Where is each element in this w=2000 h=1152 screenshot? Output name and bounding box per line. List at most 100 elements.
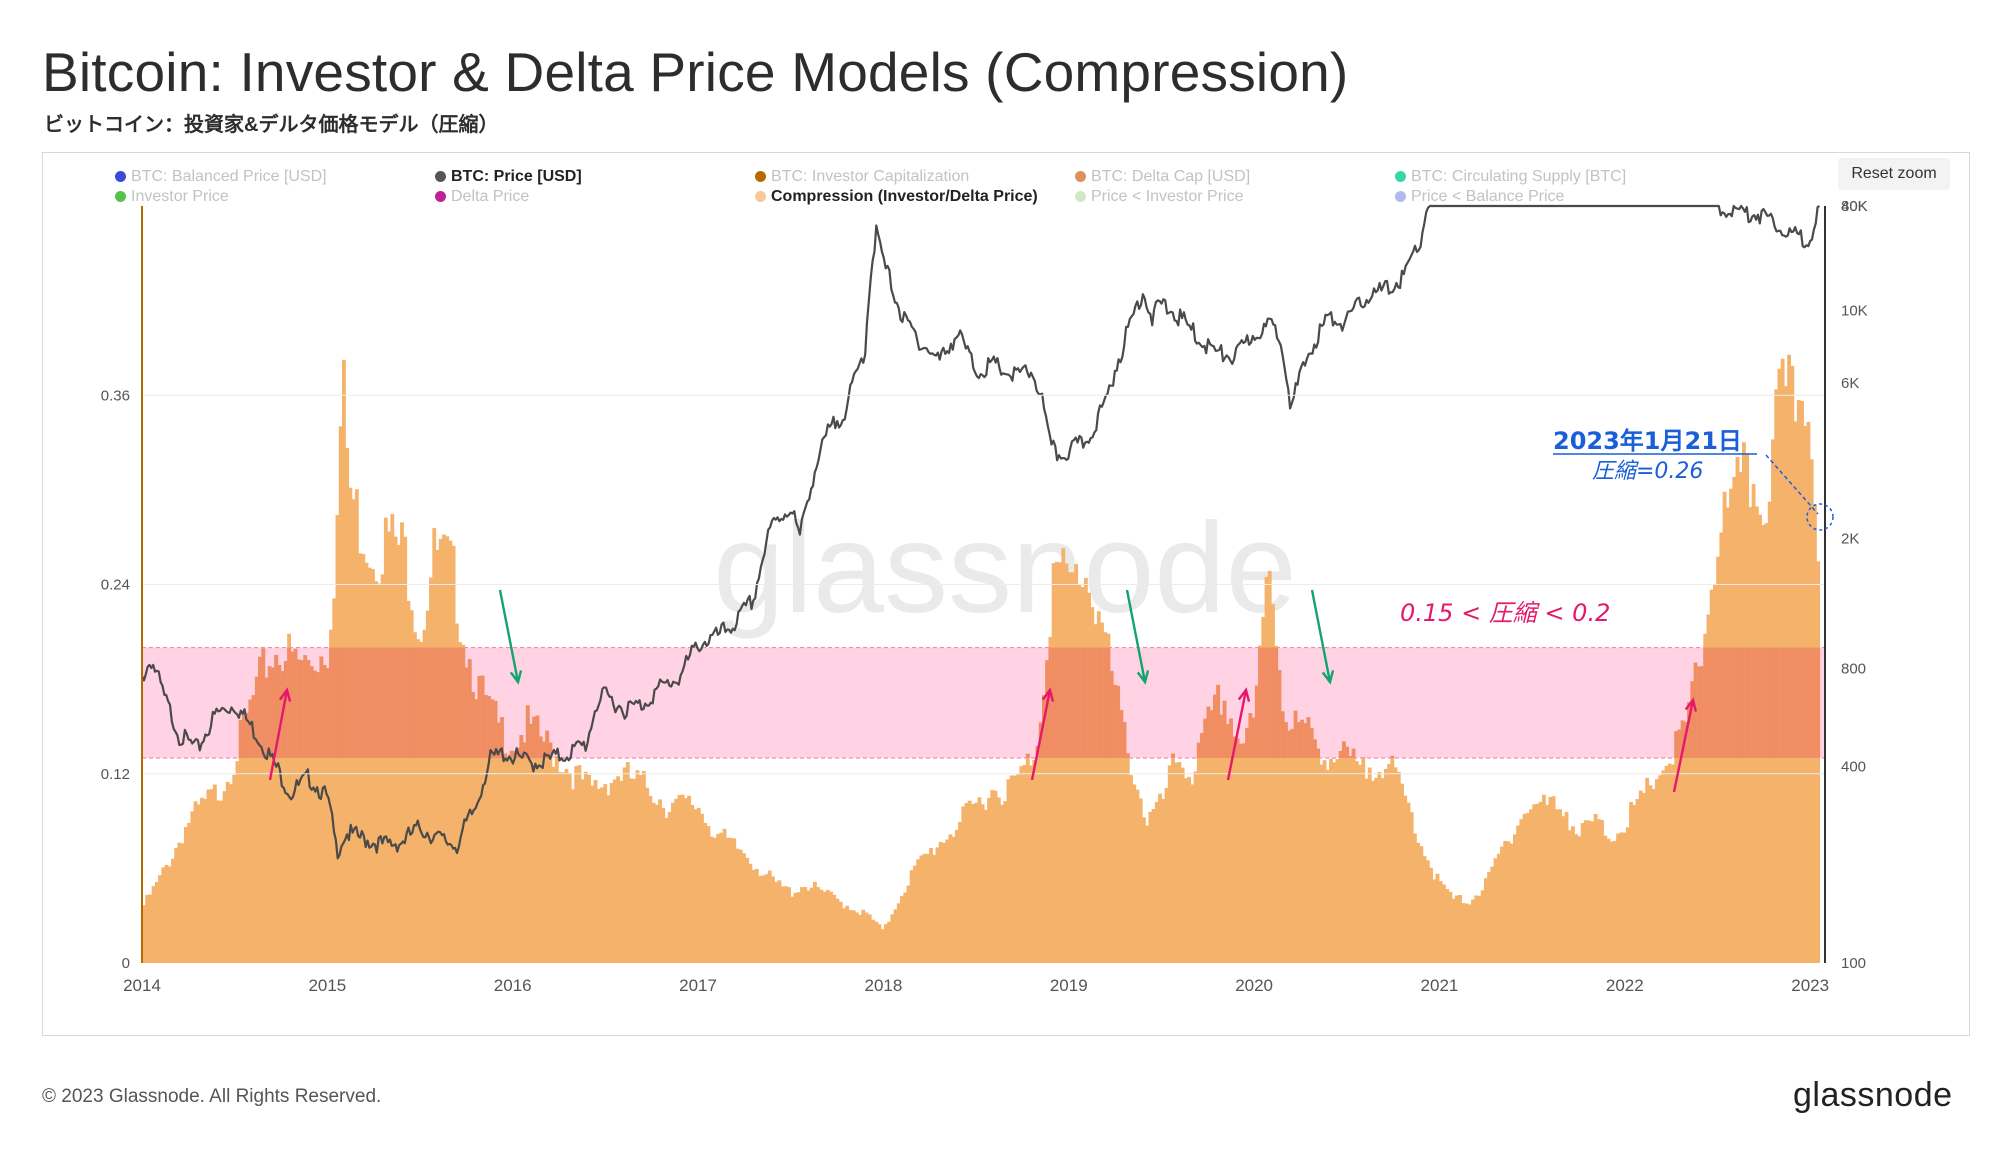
compression-bar-in-band bbox=[471, 692, 475, 758]
compression-bar bbox=[167, 866, 172, 963]
compression-bar bbox=[954, 829, 959, 963]
compression-bar-in-band bbox=[419, 647, 424, 758]
compression-bar bbox=[1232, 736, 1237, 963]
compression-bar-in-band bbox=[474, 699, 479, 758]
arrow-up-2014 bbox=[268, 687, 292, 781]
compression-bar-in-band bbox=[1238, 743, 1243, 758]
compression-bar bbox=[925, 853, 930, 963]
compression-bar bbox=[219, 800, 224, 963]
compression-bar bbox=[1071, 572, 1075, 963]
compression-bar bbox=[300, 660, 304, 963]
compression-bar bbox=[454, 623, 459, 963]
legend-label: BTC: Investor Capitalization bbox=[771, 168, 970, 185]
compression-bar bbox=[958, 821, 962, 963]
compression-bar bbox=[429, 577, 433, 963]
legend-marker bbox=[755, 171, 766, 182]
compression-bar bbox=[1703, 633, 1708, 963]
compression-bar bbox=[293, 648, 298, 963]
legend-item[interactable]: Compression (Investor/Delta Price) bbox=[755, 188, 1038, 206]
compression-bar bbox=[274, 654, 279, 963]
compression-bar-in-band bbox=[1803, 647, 1808, 758]
compression-bar bbox=[1058, 562, 1062, 963]
compression-bar bbox=[1445, 889, 1450, 963]
compression-bar-in-band bbox=[425, 647, 430, 758]
compression-bar-in-band bbox=[332, 647, 337, 758]
legend-item[interactable]: BTC: Investor Capitalization bbox=[755, 168, 969, 186]
legend-item[interactable]: Delta Price bbox=[435, 188, 529, 206]
compression-bar bbox=[1461, 903, 1466, 963]
compression-bar bbox=[1332, 762, 1337, 963]
compression-bar bbox=[874, 921, 879, 963]
compression-bar bbox=[1338, 750, 1343, 963]
compression-bar bbox=[703, 822, 708, 963]
compression-bar bbox=[909, 870, 914, 963]
compression-bar bbox=[1280, 711, 1285, 963]
compression-bar bbox=[1487, 871, 1492, 963]
compression-bar bbox=[1509, 843, 1514, 963]
compression-bar bbox=[916, 859, 921, 963]
compression-bar bbox=[222, 791, 227, 963]
compression-bar bbox=[1480, 890, 1485, 963]
compression-bar-in-band bbox=[1348, 755, 1353, 758]
compression-bar bbox=[1435, 873, 1440, 963]
compression-bar bbox=[1193, 771, 1198, 963]
compression-bar bbox=[667, 812, 672, 963]
arrow-down-2020 bbox=[1310, 589, 1335, 685]
compression-bar-in-band bbox=[1083, 647, 1088, 758]
compression-bar-in-band bbox=[490, 699, 495, 758]
compression-bar bbox=[412, 632, 417, 963]
x-tick-label: 2021 bbox=[1421, 976, 1459, 995]
compression-bar bbox=[961, 806, 966, 963]
compression-bar bbox=[1142, 817, 1146, 963]
compression-bar bbox=[1354, 761, 1359, 963]
compression-bar-in-band bbox=[1271, 647, 1275, 758]
compression-bar-in-band bbox=[1716, 647, 1721, 758]
compression-bar-in-band bbox=[1390, 755, 1395, 758]
compression-bar-in-band bbox=[422, 647, 427, 758]
compression-bar bbox=[1506, 841, 1511, 963]
compression-bar bbox=[1416, 842, 1421, 963]
legend-marker bbox=[1395, 191, 1406, 202]
compression-bar bbox=[548, 742, 553, 963]
legend-item[interactable]: BTC: Balanced Price [USD] bbox=[115, 168, 327, 186]
legend-item[interactable]: BTC: Delta Cap [USD] bbox=[1075, 168, 1250, 186]
compression-bar bbox=[680, 794, 685, 963]
compression-bar bbox=[1090, 607, 1095, 963]
compression-bar bbox=[1383, 768, 1388, 963]
compression-bar bbox=[758, 875, 762, 963]
compression-bar bbox=[1477, 895, 1482, 963]
compression-bar-in-band bbox=[290, 651, 295, 758]
price-line bbox=[140, 204, 1821, 860]
compression-bar-in-band bbox=[1687, 702, 1692, 758]
compression-bar-in-band bbox=[377, 647, 382, 758]
reset-zoom-button[interactable]: Reset zoom bbox=[1838, 158, 1950, 190]
compression-bar bbox=[1616, 833, 1621, 963]
compression-bar bbox=[503, 753, 508, 963]
legend-item[interactable]: Price < Balance Price bbox=[1395, 188, 1564, 206]
compression-bar bbox=[993, 790, 998, 963]
compression-bar bbox=[1316, 748, 1321, 963]
y-left-tick-label: 0.36 bbox=[101, 387, 130, 404]
compression-bar bbox=[1261, 616, 1266, 963]
compression-bar-in-band bbox=[1212, 694, 1217, 758]
compression-bar bbox=[1135, 789, 1140, 963]
legend-item[interactable]: BTC: Circulating Supply [BTC] bbox=[1395, 168, 1626, 186]
compression-bar bbox=[1116, 685, 1121, 963]
compression-bar-in-band bbox=[445, 647, 450, 758]
compression-bar bbox=[1483, 878, 1488, 963]
legend-item[interactable]: Price < Investor Price bbox=[1075, 188, 1244, 206]
compression-bar bbox=[619, 780, 624, 963]
compression-bar-in-band bbox=[306, 660, 311, 758]
compression-bar bbox=[935, 847, 940, 963]
legend-item[interactable]: BTC: Price [USD] bbox=[435, 168, 582, 186]
compression-bar-in-band bbox=[1296, 722, 1301, 758]
compression-bar bbox=[1125, 753, 1130, 963]
compression-bar bbox=[1642, 792, 1646, 963]
y-right-tick-label: 10K bbox=[1841, 303, 1868, 320]
compression-bar-in-band bbox=[1719, 647, 1724, 758]
compression-bar bbox=[474, 699, 479, 963]
compression-bar-in-band bbox=[532, 716, 537, 758]
compression-bar bbox=[464, 667, 469, 963]
legend-item[interactable]: Investor Price bbox=[115, 188, 229, 206]
